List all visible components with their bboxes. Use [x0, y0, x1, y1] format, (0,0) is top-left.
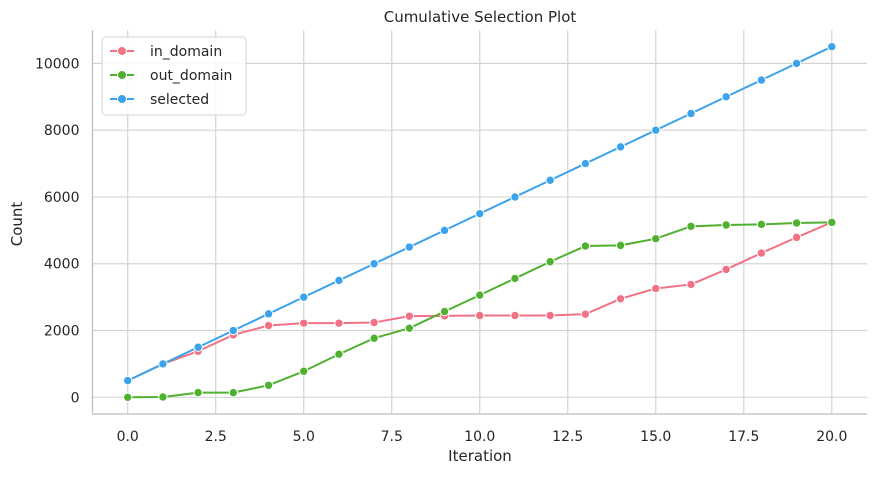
data-point	[299, 318, 309, 328]
data-point	[686, 279, 696, 290]
data-point	[827, 217, 837, 228]
data-point	[721, 220, 731, 230]
data-point	[299, 292, 309, 302]
data-point	[263, 380, 274, 390]
legend-item-out-domain: out_domain	[110, 68, 232, 84]
data-point	[123, 392, 133, 403]
data-point	[369, 259, 379, 269]
y-tick-label: 10000	[35, 56, 80, 72]
legend-item-in-domain: in_domain	[110, 44, 222, 60]
data-point	[369, 333, 379, 343]
data-point	[263, 309, 274, 319]
data-point	[615, 294, 626, 304]
series-out-domain	[123, 217, 837, 403]
series-selected	[123, 41, 837, 386]
data-point	[580, 158, 591, 169]
legend-marker	[117, 94, 127, 104]
legend-box	[101, 36, 247, 116]
x-axis-label: Iteration	[448, 447, 512, 465]
data-point	[545, 310, 555, 321]
data-point	[404, 323, 415, 333]
y-tick-label: 2000	[44, 324, 80, 340]
data-point	[439, 306, 450, 317]
y-tick-label: 4000	[44, 257, 80, 273]
x-tick-label: 20.0	[816, 429, 847, 445]
y-axis-label: Count	[8, 202, 26, 247]
y-tick-label: 0	[71, 390, 80, 406]
data-point	[404, 311, 415, 321]
data-point	[651, 233, 661, 244]
data-point	[334, 318, 344, 328]
data-point	[651, 125, 661, 135]
data-series	[123, 41, 837, 403]
data-point	[545, 175, 555, 185]
y-tick-label: 8000	[44, 123, 80, 139]
legend-label: in_domain	[150, 44, 222, 60]
data-point	[721, 264, 731, 275]
x-tick-label: 0.0	[117, 429, 139, 445]
x-tick-label: 15.0	[640, 429, 671, 445]
data-point	[299, 366, 309, 376]
legend-items: in_domain out_domain selected	[110, 44, 232, 108]
data-point	[334, 349, 344, 359]
data-point	[158, 359, 168, 369]
data-point	[123, 375, 133, 386]
data-point	[439, 225, 450, 236]
data-point	[369, 317, 379, 328]
x-tick-label: 7.5	[381, 429, 403, 445]
data-point	[475, 310, 485, 321]
data-point	[510, 310, 520, 321]
data-point	[404, 242, 415, 252]
data-point	[334, 275, 344, 286]
y-tick-label: 6000	[44, 190, 80, 206]
data-point	[475, 208, 485, 219]
data-point	[791, 232, 802, 243]
x-tick-label: 12.5	[552, 429, 583, 445]
x-tick-label: 2.5	[205, 429, 227, 445]
data-point	[686, 108, 696, 119]
legend-marker	[117, 70, 127, 80]
data-point	[721, 92, 731, 102]
y-tick-labels: 0 2000 4000 6000 8000 10000	[35, 56, 80, 406]
data-point	[193, 387, 203, 398]
x-tick-label: 17.5	[728, 429, 759, 445]
x-tick-labels: 0.0 2.5 5.0 7.5 10.0 12.5 15.0 17.5 20.0	[117, 429, 848, 445]
data-point	[827, 41, 837, 52]
legend-item-selected: selected	[110, 92, 209, 108]
legend-marker	[117, 46, 127, 56]
data-point	[228, 387, 239, 398]
data-point	[475, 290, 485, 300]
data-point	[686, 221, 696, 232]
data-point	[756, 248, 767, 258]
legend: in_domain out_domain selected	[101, 36, 247, 116]
data-point	[580, 309, 591, 319]
x-tick-label: 10.0	[464, 429, 495, 445]
data-point	[510, 273, 520, 284]
data-point	[545, 257, 555, 267]
legend-label: selected	[150, 92, 209, 108]
data-point	[791, 218, 802, 228]
data-point	[510, 192, 520, 202]
data-point	[615, 240, 626, 251]
data-point	[756, 219, 767, 230]
data-point	[615, 142, 626, 152]
grid-lines	[92, 30, 867, 414]
axes	[91, 30, 867, 415]
data-point	[651, 283, 661, 294]
chart-title: Cumulative Selection Plot	[384, 8, 577, 26]
data-point	[228, 325, 239, 336]
legend-label: out_domain	[150, 68, 232, 84]
x-tick-label: 5.0	[293, 429, 315, 445]
data-point	[193, 342, 203, 352]
data-point	[263, 320, 274, 331]
data-point	[791, 58, 802, 69]
data-point	[756, 75, 767, 85]
data-point	[580, 241, 591, 251]
data-point	[158, 392, 168, 402]
